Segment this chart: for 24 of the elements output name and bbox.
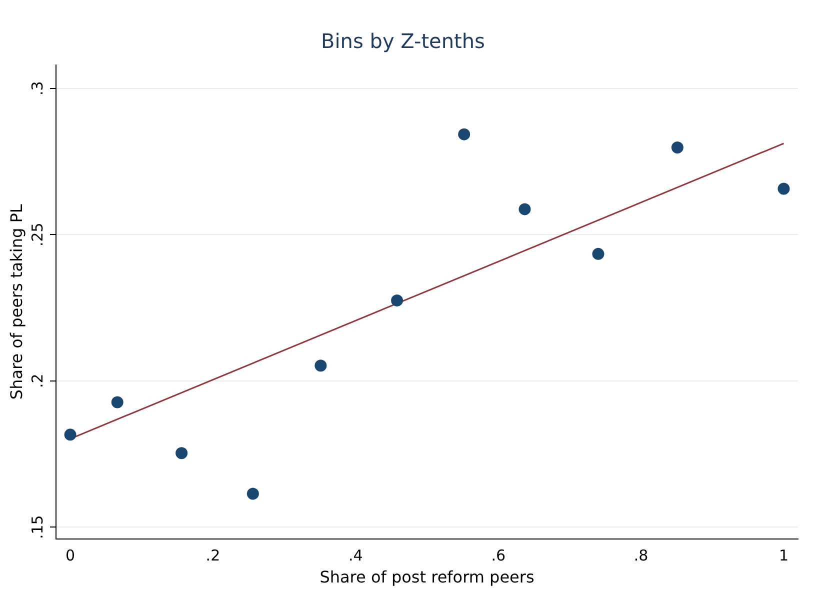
x-axis-title: Share of post reform peers	[320, 568, 534, 587]
point	[391, 294, 404, 306]
y-tick-label: .3	[28, 81, 46, 96]
point	[671, 141, 684, 154]
y-tick-label: .2	[28, 374, 46, 388]
y-tick-label: .25	[28, 222, 46, 247]
x-tick-label: .4	[348, 546, 363, 565]
point	[778, 182, 790, 195]
point	[592, 248, 604, 260]
point	[518, 203, 531, 216]
x-tick-label: 1	[778, 546, 789, 565]
x-tick-label: .2	[206, 546, 220, 565]
y-axis-title: Share of peers taking PL	[6, 204, 26, 400]
chart-title: Bins by Z-tenths	[321, 29, 485, 54]
x-tick-label: .6	[491, 546, 506, 565]
point	[176, 447, 188, 460]
point	[458, 128, 470, 140]
point	[64, 428, 76, 441]
point	[314, 360, 327, 372]
x-tick-label: 0	[65, 546, 76, 565]
x-tick-label: .8	[634, 546, 648, 565]
point	[246, 488, 259, 500]
point	[111, 396, 124, 408]
y-tick-label: .15	[28, 515, 46, 540]
